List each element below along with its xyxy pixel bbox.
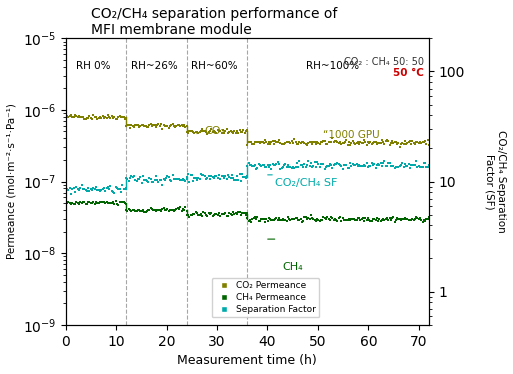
Y-axis label: CO₂/CH₄ Separation
Factor (SF): CO₂/CH₄ Separation Factor (SF) — [484, 130, 506, 233]
Text: CO₂/CH₄ separation performance of
MFI membrane module: CO₂/CH₄ separation performance of MFI me… — [91, 7, 338, 37]
Text: CO₂ : CH₄ 50: 50: CO₂ : CH₄ 50: 50 — [344, 57, 424, 67]
Text: CO₂/CH₄ SF: CO₂/CH₄ SF — [275, 178, 338, 188]
Text: RH~60%: RH~60% — [191, 61, 238, 71]
Text: RH~26%: RH~26% — [131, 61, 177, 71]
Text: RH 0%: RH 0% — [76, 61, 111, 71]
Text: RH~100%: RH~100% — [306, 61, 360, 71]
X-axis label: Measurement time (h): Measurement time (h) — [177, 354, 317, 367]
Text: CO₂: CO₂ — [204, 126, 225, 137]
Text: 50 °C: 50 °C — [393, 68, 424, 79]
Y-axis label: Permeance (mol·m⁻²·s⁻¹·Pa⁻¹): Permeance (mol·m⁻²·s⁻¹·Pa⁻¹) — [7, 104, 17, 260]
Legend: CO₂ Permeance, CH₄ Permeance, Separation Factor: CO₂ Permeance, CH₄ Permeance, Separation… — [211, 278, 320, 318]
Text: CH₄: CH₄ — [283, 261, 303, 272]
Text: “1000 GPU: “1000 GPU — [323, 130, 380, 140]
